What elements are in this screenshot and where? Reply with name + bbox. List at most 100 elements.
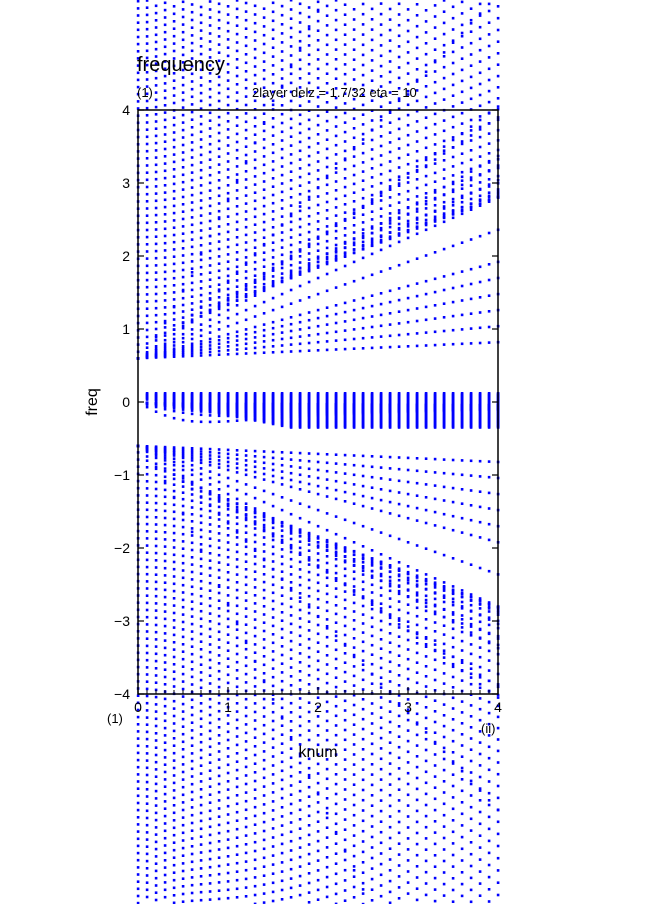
- gravity-mode-point: [325, 758, 329, 761]
- gravity-mode-point: [415, 820, 419, 824]
- gravity-mode-point: [307, 222, 311, 226]
- gravity-mode-point: [388, 582, 392, 585]
- gravity-mode-point: [253, 231, 257, 234]
- gravity-mode-point: [343, 251, 347, 254]
- gravity-mode-point: [415, 865, 419, 868]
- gravity-mode-point: [361, 232, 365, 235]
- gravity-mode-point: [163, 873, 167, 877]
- gravity-mode-point: [307, 127, 311, 131]
- gravity-mode-point: [343, 157, 347, 160]
- gravity-mode-point: [352, 88, 356, 91]
- gravity-mode-point: [154, 467, 158, 471]
- gravity-mode-point: [154, 602, 158, 605]
- gravity-mode-point: [352, 593, 356, 596]
- rossby-mode-point: [199, 408, 203, 412]
- gravity-mode-point: [208, 890, 212, 893]
- gravity-mode-point: [334, 557, 338, 561]
- gravity-mode-point: [379, 682, 383, 686]
- gravity-mode-point: [244, 757, 248, 760]
- gravity-mode-point: [208, 310, 212, 313]
- gravity-mode-point: [145, 214, 149, 217]
- gravity-mode-point: [397, 875, 401, 878]
- gravity-mode-point: [334, 822, 338, 826]
- gravity-mode-point: [343, 758, 347, 761]
- gravity-mode-point: [271, 168, 275, 172]
- gravity-mode-point: [163, 89, 167, 92]
- gravity-mode-point: [163, 545, 167, 548]
- gravity-mode-point: [307, 881, 311, 885]
- gravity-mode-point: [334, 832, 338, 835]
- gravity-mode-point: [181, 628, 185, 631]
- gravity-mode-point: [181, 613, 185, 616]
- gravity-mode-point: [163, 581, 167, 584]
- gravity-mode-point: [352, 793, 356, 797]
- gravity-mode-point: [235, 165, 239, 168]
- gravity-mode-point: [253, 814, 257, 818]
- gravity-mode-point: [379, 862, 383, 866]
- gravity-mode-point: [424, 588, 428, 591]
- gravity-mode-point: [199, 311, 203, 315]
- gravity-mode-point: [361, 707, 365, 711]
- gravity-mode-point: [271, 545, 275, 549]
- gravity-mode-point: [325, 584, 329, 587]
- gravity-mode-point: [307, 531, 311, 535]
- gravity-mode-point: [325, 654, 329, 657]
- gravity-mode-point: [271, 125, 275, 129]
- gravity-mode-point: [298, 827, 302, 830]
- gravity-mode-point: [388, 566, 392, 569]
- gravity-mode-point: [424, 222, 428, 225]
- gravity-mode-point: [172, 699, 176, 703]
- gravity-mode-point: [217, 774, 221, 778]
- gravity-mode-point: [343, 598, 347, 602]
- gravity-mode-point: [370, 583, 374, 587]
- gravity-mode-point: [424, 655, 428, 658]
- gravity-mode-point: [154, 192, 158, 195]
- gravity-mode-point: [289, 214, 293, 218]
- gravity-mode-point: [163, 1, 167, 5]
- gravity-mode-point: [262, 204, 266, 208]
- gravity-mode-point: [145, 335, 149, 339]
- gravity-mode-point: [343, 82, 347, 86]
- gravity-mode-point: [235, 543, 239, 546]
- gravity-mode-point: [379, 75, 383, 78]
- gravity-mode-point: [262, 7, 266, 10]
- gravity-mode-point: [235, 157, 239, 160]
- gravity-mode-point: [280, 715, 284, 718]
- gravity-mode-point: [172, 759, 176, 762]
- gravity-mode-point: [145, 508, 149, 512]
- rossby-mode-point: [145, 401, 149, 404]
- gravity-mode-point: [379, 238, 383, 242]
- gravity-mode-point: [199, 827, 203, 831]
- gravity-mode-point: [136, 844, 140, 848]
- gravity-mode-point: [181, 763, 185, 766]
- gravity-mode-point: [208, 581, 212, 585]
- gravity-mode-point: [181, 650, 185, 653]
- gravity-mode-point: [154, 55, 158, 58]
- gravity-mode-point: [334, 695, 338, 698]
- gravity-mode-point: [415, 585, 419, 588]
- rossby-mode-point: [172, 416, 176, 420]
- gravity-mode-point: [298, 261, 302, 264]
- gravity-mode-point: [280, 851, 284, 855]
- gravity-mode-point: [379, 830, 383, 834]
- gravity-mode-point: [217, 307, 221, 311]
- gravity-mode-point: [154, 278, 158, 281]
- gravity-mode-point: [262, 265, 266, 268]
- gravity-mode-point: [397, 886, 401, 889]
- gravity-mode-point: [424, 213, 428, 217]
- gravity-mode-point: [244, 161, 248, 165]
- gravity-mode-point: [163, 263, 167, 267]
- gravity-mode-point: [199, 780, 203, 783]
- gravity-mode-point: [316, 772, 320, 775]
- gravity-mode-point: [208, 197, 212, 200]
- gravity-mode-point: [307, 27, 311, 31]
- gravity-mode-point: [181, 143, 185, 147]
- gravity-mode-point: [388, 101, 392, 104]
- gravity-mode-point: [298, 67, 302, 71]
- gravity-mode-point: [316, 8, 320, 12]
- gravity-mode-point: [334, 882, 338, 886]
- gravity-mode-point: [172, 863, 176, 867]
- gravity-mode-point: [208, 793, 212, 796]
- gravity-mode-point: [343, 130, 347, 134]
- gravity-mode-point: [325, 147, 329, 151]
